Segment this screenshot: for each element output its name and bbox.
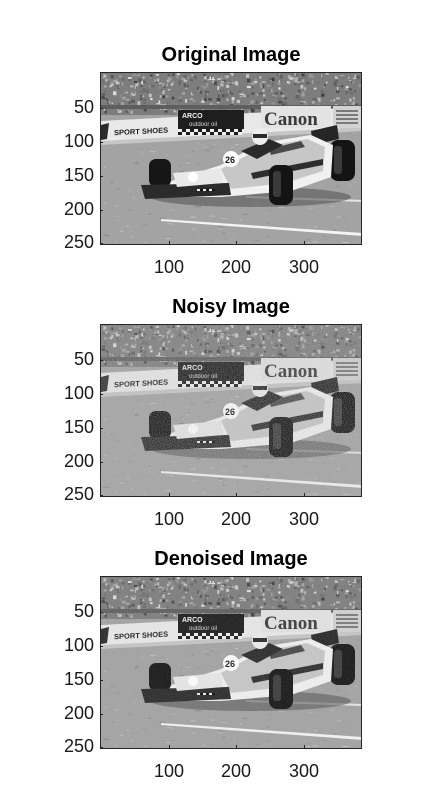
xtick-mark xyxy=(169,241,170,244)
sponsor-right-text: Canon xyxy=(264,109,318,130)
ytick-mark xyxy=(100,747,103,748)
race-car-image: SPORT SHOES ARCO outdoor oil Canon 26 xyxy=(101,73,361,244)
xtick-mark xyxy=(304,745,305,748)
image-axes: SPORT SHOES ARCO outdoor oil Canon 26 xyxy=(100,72,362,245)
ytick-label: 250 xyxy=(63,232,94,252)
ytick-label: 250 xyxy=(63,736,94,756)
ytick-mark xyxy=(100,428,103,429)
ytick-label: 100 xyxy=(63,635,94,655)
ytick-mark xyxy=(100,142,103,143)
ytick-label: 150 xyxy=(63,417,94,437)
ytick-label: 50 xyxy=(73,349,94,369)
xtick-mark xyxy=(236,493,237,496)
ytick-mark xyxy=(100,495,103,496)
xtick-label: 200 xyxy=(220,509,252,529)
ytick-label: 250 xyxy=(63,484,94,504)
xtick-label: 300 xyxy=(288,257,320,277)
xtick-label: 100 xyxy=(153,509,185,529)
ytick-mark xyxy=(100,243,103,244)
ytick-mark xyxy=(100,646,103,647)
xtick-label: 100 xyxy=(153,761,185,781)
ytick-mark xyxy=(100,210,103,211)
ytick-label: 200 xyxy=(63,451,94,471)
ytick-mark xyxy=(100,612,103,613)
xtick-label: 200 xyxy=(220,257,252,277)
ytick-mark xyxy=(100,176,103,177)
panel-title: Original Image xyxy=(161,44,301,66)
xtick-mark xyxy=(169,745,170,748)
panel-denoised: Denoised Image SPORT SHOES ARCO outdoor oi… xyxy=(0,504,438,780)
xtick-label: 200 xyxy=(220,761,252,781)
ytick-label: 150 xyxy=(63,165,94,185)
ytick-mark xyxy=(100,108,103,109)
ytick-label: 200 xyxy=(63,703,94,723)
car-number-text: 26 xyxy=(225,155,235,165)
xtick-mark xyxy=(304,493,305,496)
ytick-label: 150 xyxy=(63,669,94,689)
xtick-mark xyxy=(236,241,237,244)
ytick-label: 100 xyxy=(63,131,94,151)
panel-title: Noisy Image xyxy=(172,296,290,318)
ytick-mark xyxy=(100,394,103,395)
xtick-label: 100 xyxy=(153,257,185,277)
panel-title: Denoised Image xyxy=(154,548,308,570)
xtick-label: 300 xyxy=(288,509,320,529)
ytick-mark xyxy=(100,360,103,361)
ytick-label: 200 xyxy=(63,199,94,219)
ytick-label: 100 xyxy=(63,383,94,403)
race-car: 26 xyxy=(141,125,355,207)
panel-original: Original Image SPORT SHOES ARCO outdoor oi… xyxy=(0,0,438,276)
sponsor-left-text: SPORT SHOES xyxy=(114,125,168,137)
xtick-mark xyxy=(236,745,237,748)
xtick-mark xyxy=(304,241,305,244)
xtick-mark xyxy=(169,493,170,496)
ytick-mark xyxy=(100,714,103,715)
ytick-mark xyxy=(100,680,103,681)
sponsor-center-subtext: outdoor oil xyxy=(189,122,217,128)
xtick-label: 300 xyxy=(288,761,320,781)
ytick-label: 50 xyxy=(73,601,94,621)
ytick-mark xyxy=(100,462,103,463)
ytick-label: 50 xyxy=(73,97,94,117)
sponsor-center-text: ARCO xyxy=(182,113,203,120)
